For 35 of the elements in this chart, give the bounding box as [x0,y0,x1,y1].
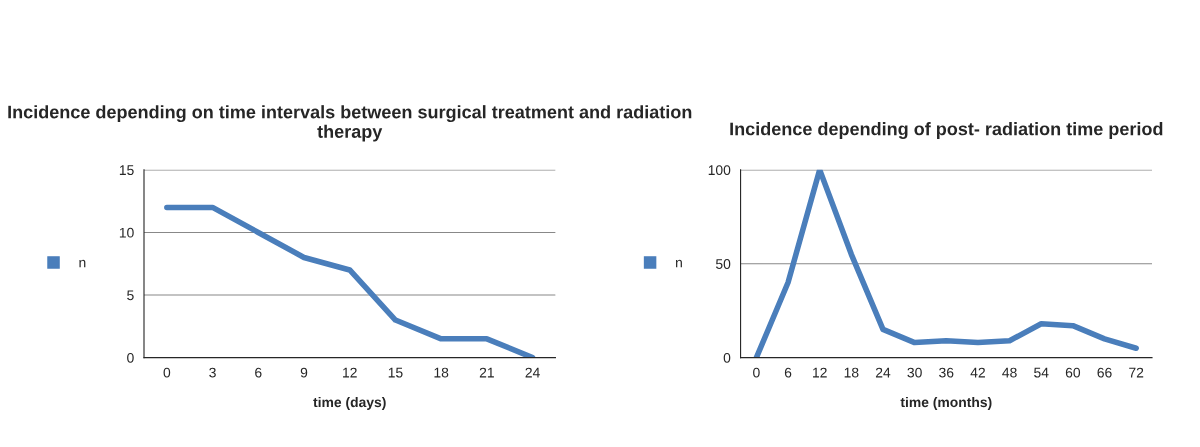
x-tick-label: 6 [255,367,262,378]
legend-label: n [79,259,86,268]
x-tick-label: 54 [1034,367,1049,378]
x-axis-title: time (months) [900,396,992,410]
x-tick-label: 15 [388,367,403,378]
x-tick-label: 66 [1097,367,1112,378]
y-tick-label: 0 [723,352,731,363]
x-axis-title: time (days) [313,396,386,410]
legend-label: n [676,259,682,268]
x-tick-label: 0 [163,367,171,378]
x-tick-label: 18 [844,367,859,378]
chart-title: Incidence depending of post- radiation time period [730,122,1163,139]
x-tick-label: 3 [209,367,216,378]
x-tick-label: 6 [784,367,792,378]
x-tick-label: 24 [525,367,540,378]
x-tick-label: 0 [753,367,760,378]
y-tick-label: 15 [119,165,134,176]
y-tick-label: 50 [715,259,731,269]
x-tick-label: 18 [434,367,449,378]
x-tick-label: 12 [343,367,357,378]
x-tick-label: 30 [907,367,922,378]
x-tick-label: 48 [1002,367,1017,378]
chart-title: Incidence depending on time intervals between surgical treatment and radiation therapy [8,105,692,142]
x-tick-label: 12 [813,367,827,378]
y-tick-label: 100 [708,165,731,176]
y-tick-label: 0 [127,352,134,363]
x-tick-label: 9 [300,367,308,378]
x-tick-label: 21 [479,367,494,378]
y-tick-label: 10 [119,227,134,238]
x-tick-label: 60 [1065,367,1081,378]
x-tick-label: 42 [970,367,985,378]
x-tick-label: 24 [875,367,891,378]
x-tick-label: 72 [1129,367,1144,378]
y-tick-label: 5 [127,290,134,301]
x-tick-label: 36 [939,367,954,378]
